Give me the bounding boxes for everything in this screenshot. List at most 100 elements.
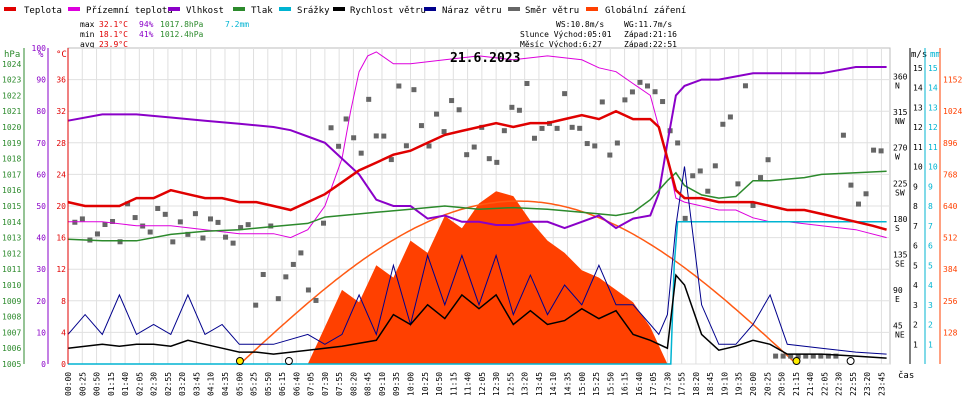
wind-direction-point	[464, 152, 470, 158]
right-axes: 45NE90E135SE180S225SW270W315NW360N123456…	[893, 48, 962, 364]
sun-moon-markers	[235, 357, 855, 365]
wind-direction-point	[253, 302, 259, 308]
humidity-tick-label: 100	[32, 44, 47, 53]
humidity-tick-label: 80	[36, 107, 46, 116]
wind-direction-compass-label: E	[895, 295, 900, 304]
pressure-tick-label: 1024	[2, 60, 21, 69]
radiation-tick-label: 1152	[943, 76, 962, 85]
x-tick-label: 08:20	[349, 372, 358, 396]
temperature-tick-label: 32	[56, 107, 66, 116]
wind-direction-compass-label: N	[895, 82, 900, 91]
wind-direction-point	[599, 99, 605, 105]
stat-max-hum: 94%	[139, 20, 154, 29]
wind-direction-degree-label: 90	[893, 286, 903, 295]
wind-direction-point	[878, 148, 884, 154]
x-tick-label: 05:00	[235, 372, 244, 396]
wind-direction-point	[275, 296, 281, 302]
wind-direction-point	[825, 353, 831, 359]
wind-direction-point	[531, 135, 537, 141]
x-tick-label: 14:35	[563, 372, 572, 396]
wind-direction-point	[185, 231, 191, 237]
wind-direction-point	[298, 250, 304, 256]
rain-tick-label: 5	[928, 261, 933, 270]
legend-marker-icon	[333, 7, 345, 11]
pressure-tick-label: 1021	[2, 107, 21, 116]
wind-direction-point	[788, 353, 794, 359]
wind-direction-point	[418, 123, 424, 129]
wind-speed-tick-label: 5	[913, 261, 918, 270]
wind-direction-point	[577, 125, 583, 131]
sun-rise-icon	[235, 357, 244, 365]
temperature-tick-label: 16	[56, 234, 66, 243]
x-tick-label: 05:50	[264, 372, 273, 396]
x-tick-label: 09:35	[392, 372, 401, 396]
x-tick-label: 23:45	[877, 372, 886, 396]
x-tick-label: 07:05	[307, 372, 316, 396]
x-tick-label: 10:25	[421, 372, 430, 396]
legend-item-tlak: Tlak	[233, 6, 273, 16]
radiation-tick-label: 1024	[943, 107, 962, 116]
humidity-tick-label: 30	[36, 265, 46, 274]
x-tick-label: 16:15	[621, 372, 630, 396]
stat-avg-temp: 23.9°C	[99, 40, 128, 49]
x-tick-label: 15:50	[606, 372, 615, 396]
wind-speed-tick-label: 14	[913, 84, 923, 93]
x-tick-label: 03:20	[178, 372, 187, 396]
legend-label: Globální záření	[605, 6, 686, 16]
x-tick-label: 15:00	[578, 372, 587, 396]
pressure-tick-label: 1014	[2, 218, 21, 227]
legend-marker-icon	[424, 7, 436, 11]
wind-direction-point	[863, 191, 869, 197]
sun-set-icon	[792, 357, 801, 365]
wind-direction-point	[758, 175, 764, 181]
wind-direction-point	[486, 156, 492, 162]
wind-direction-degree-label: 315	[893, 108, 908, 117]
left-axes: 1005100610071008100910101011101210131014…	[2, 44, 69, 369]
radiation-tick-label: 640	[943, 202, 958, 211]
x-tick-label: 23:20	[863, 372, 872, 396]
wind-speed-tick-label: 10	[913, 163, 923, 172]
x-tick-label: 06:40	[292, 372, 301, 396]
chart-title: 21.6.2023	[450, 51, 520, 66]
legend-label: Rychlost větru	[350, 6, 426, 16]
wind-direction-point	[690, 173, 696, 179]
legend-marker-icon	[233, 7, 245, 11]
stat-min-hum: 41%	[139, 30, 154, 39]
legend-item-prizemni-teplota: Přízemní teplota	[68, 6, 173, 16]
wind-direction-point	[328, 125, 334, 131]
wind-direction-point	[79, 216, 85, 222]
rain-tick-label: 13	[928, 103, 938, 112]
legend-label: Tlak	[251, 6, 273, 16]
wind-direction-point	[192, 211, 198, 217]
pressure-tick-label: 1013	[2, 234, 21, 243]
wind-direction-point	[449, 98, 455, 104]
x-tick-label: 04:35	[221, 372, 230, 396]
wind-speed-tick-label: 15	[913, 64, 923, 73]
wind-direction-point	[675, 140, 681, 146]
temperature-tick-label: 20	[56, 202, 66, 211]
x-tick-label: 13:20	[521, 372, 530, 396]
x-tick-label: 01:15	[107, 372, 116, 396]
wind-direction-compass-label: NE	[895, 330, 905, 339]
x-tick-label: 01:40	[121, 372, 130, 396]
wind-direction-degree-label: 225	[893, 179, 908, 188]
radiation-tick-label: 128	[943, 328, 958, 337]
wind-direction-compass-label: SW	[895, 188, 905, 197]
wind-direction-point	[569, 124, 575, 130]
wind-direction-point	[629, 89, 635, 95]
x-tick-label: 00:25	[78, 372, 87, 396]
temperature-tick-label: 36	[56, 76, 66, 85]
stat-max-label: max	[80, 20, 95, 29]
legend-marker-icon	[4, 7, 16, 11]
x-tick-label: 13:45	[535, 372, 544, 396]
radiation-tick-label: 512	[943, 234, 958, 243]
legend: Teplota Přízemní teplota Vlhkost Tlak Sr…	[4, 6, 686, 16]
temperature-tick-label: 28	[56, 139, 66, 148]
info-sun-rise: Slunce Východ:05:01	[520, 30, 612, 39]
rain-tick-label: 1	[928, 340, 933, 349]
humidity-tick-label: 50	[36, 202, 46, 211]
info-sun-set: Západ:21:16	[624, 30, 677, 39]
x-tick-label: 08:45	[364, 372, 373, 396]
wind-direction-point	[434, 111, 440, 117]
series-humidity-line	[67, 66, 887, 230]
